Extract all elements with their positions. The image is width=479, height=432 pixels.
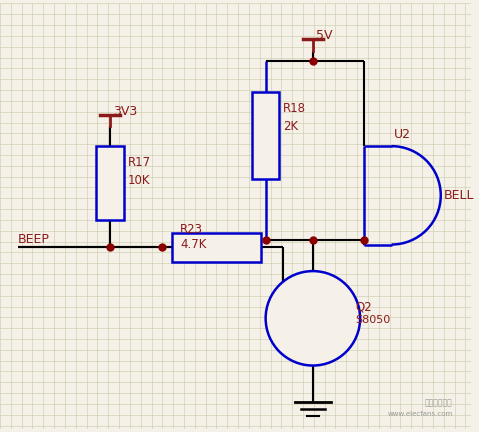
Text: 4.7K: 4.7K <box>180 238 206 251</box>
Text: U2: U2 <box>394 128 411 141</box>
Text: BELL: BELL <box>444 189 474 202</box>
Bar <box>172 233 261 262</box>
Bar <box>96 146 124 220</box>
Text: www.elecfans.com: www.elecfans.com <box>388 411 453 417</box>
Text: 3V3: 3V3 <box>113 105 137 118</box>
Text: R23: R23 <box>180 223 203 236</box>
Text: 电子技术交流: 电子技术交流 <box>425 398 453 407</box>
Text: 10K: 10K <box>128 174 150 187</box>
Circle shape <box>266 271 360 365</box>
Text: 2K: 2K <box>284 120 298 133</box>
Text: R18: R18 <box>284 102 307 115</box>
Bar <box>252 92 279 178</box>
Text: S8050: S8050 <box>355 315 390 325</box>
Text: R17: R17 <box>128 156 151 169</box>
Text: Q2: Q2 <box>355 301 372 314</box>
Text: 5V: 5V <box>316 29 332 42</box>
Text: BEEP: BEEP <box>18 232 50 245</box>
